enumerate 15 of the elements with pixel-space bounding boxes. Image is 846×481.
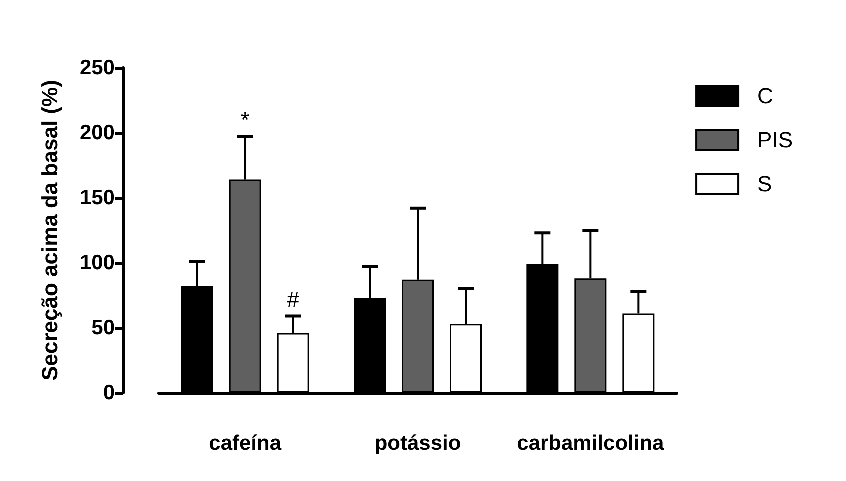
legend-label: PIS bbox=[758, 128, 794, 152]
x-tick-label: potássio bbox=[374, 432, 462, 455]
annotation: # bbox=[287, 286, 300, 312]
legend-label: C bbox=[758, 84, 774, 108]
y-tick-label: 200 bbox=[80, 122, 115, 144]
y-tick-label: 150 bbox=[80, 186, 115, 210]
x-tick-label: cafeína bbox=[209, 432, 282, 455]
y-tick-label: 250 bbox=[80, 56, 115, 80]
annotation: * bbox=[241, 107, 250, 132]
legend-label: S bbox=[758, 172, 772, 196]
x-tick-label: carbamilcolina bbox=[517, 432, 665, 455]
y-axis-title: Secreção acima da basal (%) bbox=[38, 80, 62, 381]
y-tick-label: 50 bbox=[92, 316, 115, 340]
y-tick-label: 0 bbox=[103, 382, 115, 404]
y-tick-label: 100 bbox=[80, 252, 115, 274]
